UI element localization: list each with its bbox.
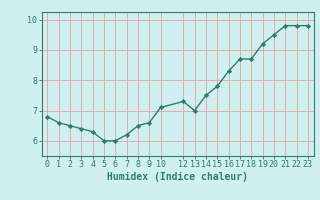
X-axis label: Humidex (Indice chaleur): Humidex (Indice chaleur) (107, 172, 248, 182)
